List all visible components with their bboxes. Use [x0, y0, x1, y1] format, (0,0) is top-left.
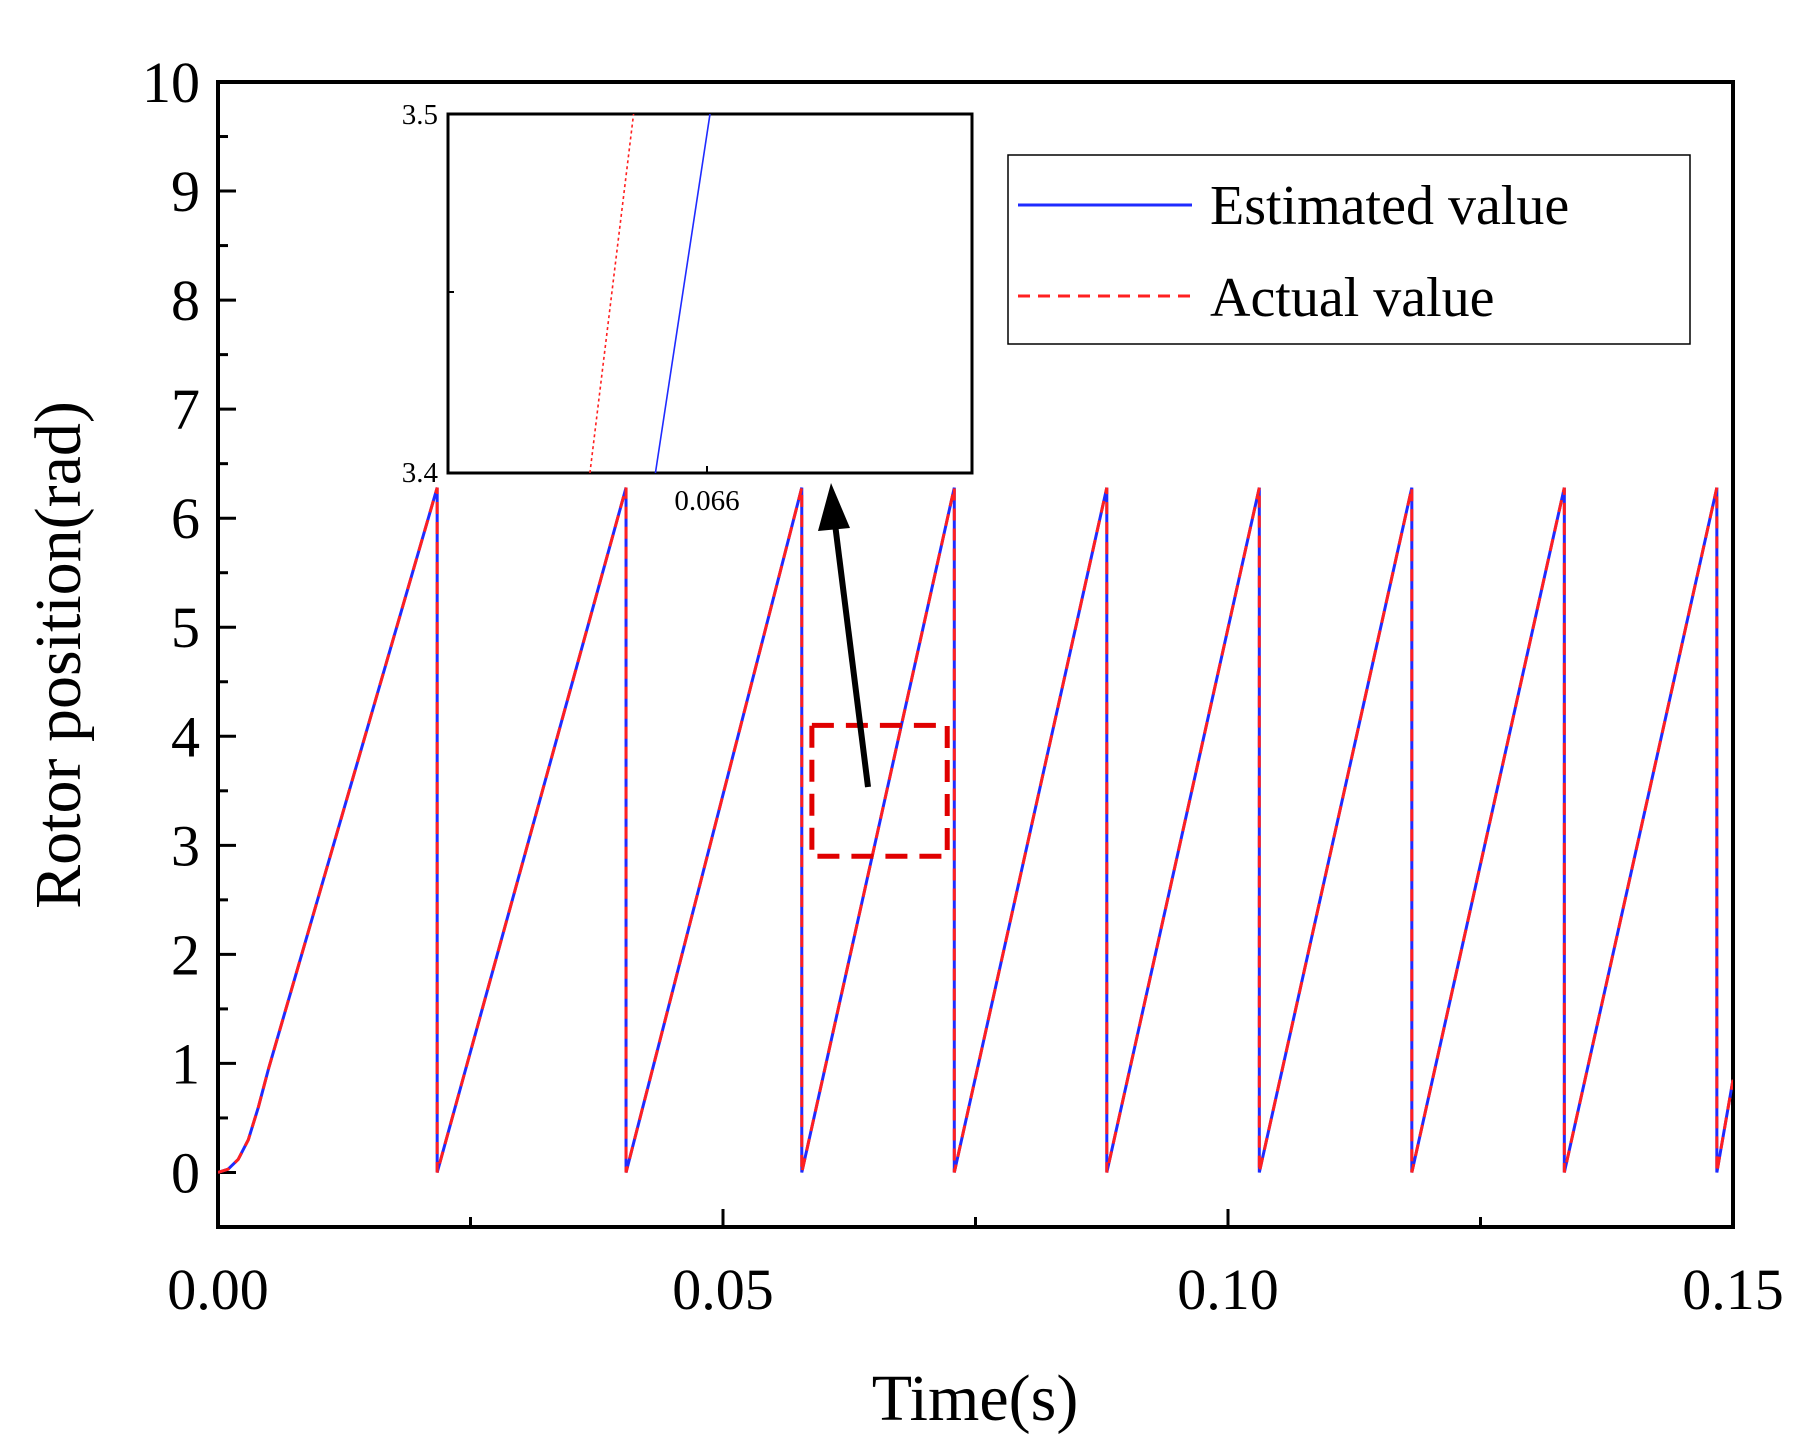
inset-line-actual-value	[589, 114, 635, 473]
y-tick-label: 9	[171, 159, 200, 224]
inset-y-label-top: 3.5	[402, 99, 438, 131]
y-tick-label: 1	[171, 1031, 200, 1096]
inset-x-label: 0.066	[674, 485, 739, 517]
zoom-pointer-arrowhead	[818, 483, 850, 531]
y-tick-label: 4	[171, 704, 200, 769]
legend-label-estimated-value: Estimated value	[1210, 175, 1569, 237]
inset-frame	[446, 112, 974, 475]
y-tick-label: 8	[171, 268, 200, 333]
y-tick-label: 3	[171, 813, 200, 878]
legend: Estimated value Actual value	[1007, 154, 1691, 345]
inset-y-label-bottom: 3.4	[402, 457, 439, 489]
x-tick-label: 0.00	[167, 1257, 269, 1322]
x-axis-title: Time(s)	[872, 1362, 1079, 1435]
legend-box	[1007, 154, 1691, 345]
series-line-actual-value	[218, 487, 1733, 1174]
y-axis-title: Rotor position(rad)	[22, 401, 95, 909]
y-tick-label: 5	[171, 595, 200, 660]
y-tick-label: 10	[142, 50, 200, 115]
y-tick-label: 7	[171, 377, 200, 442]
legend-label-actual-value: Actual value	[1210, 267, 1495, 329]
y-tick-label: 0	[171, 1140, 200, 1205]
x-tick-label: 0.05	[672, 1257, 774, 1322]
zoom-pointer-arrow	[827, 495, 871, 788]
inset-plot: 3.5 3.4 0.066	[402, 99, 974, 517]
x-axis-ticks: 0.00 0.05 0.10 0.15	[167, 1209, 1784, 1322]
y-axis-ticks: 0 1 2 3 4 5 6 7 8 9 10	[142, 50, 236, 1205]
zoom-region-box	[809, 722, 950, 859]
inset-line-estimated-value	[654, 114, 711, 473]
y-tick-label: 2	[171, 922, 200, 987]
x-tick-label: 0.15	[1682, 1257, 1784, 1322]
y-tick-label: 6	[171, 486, 200, 551]
series-line-estimated-value	[218, 487, 1733, 1174]
x-tick-label: 0.10	[1177, 1257, 1279, 1322]
